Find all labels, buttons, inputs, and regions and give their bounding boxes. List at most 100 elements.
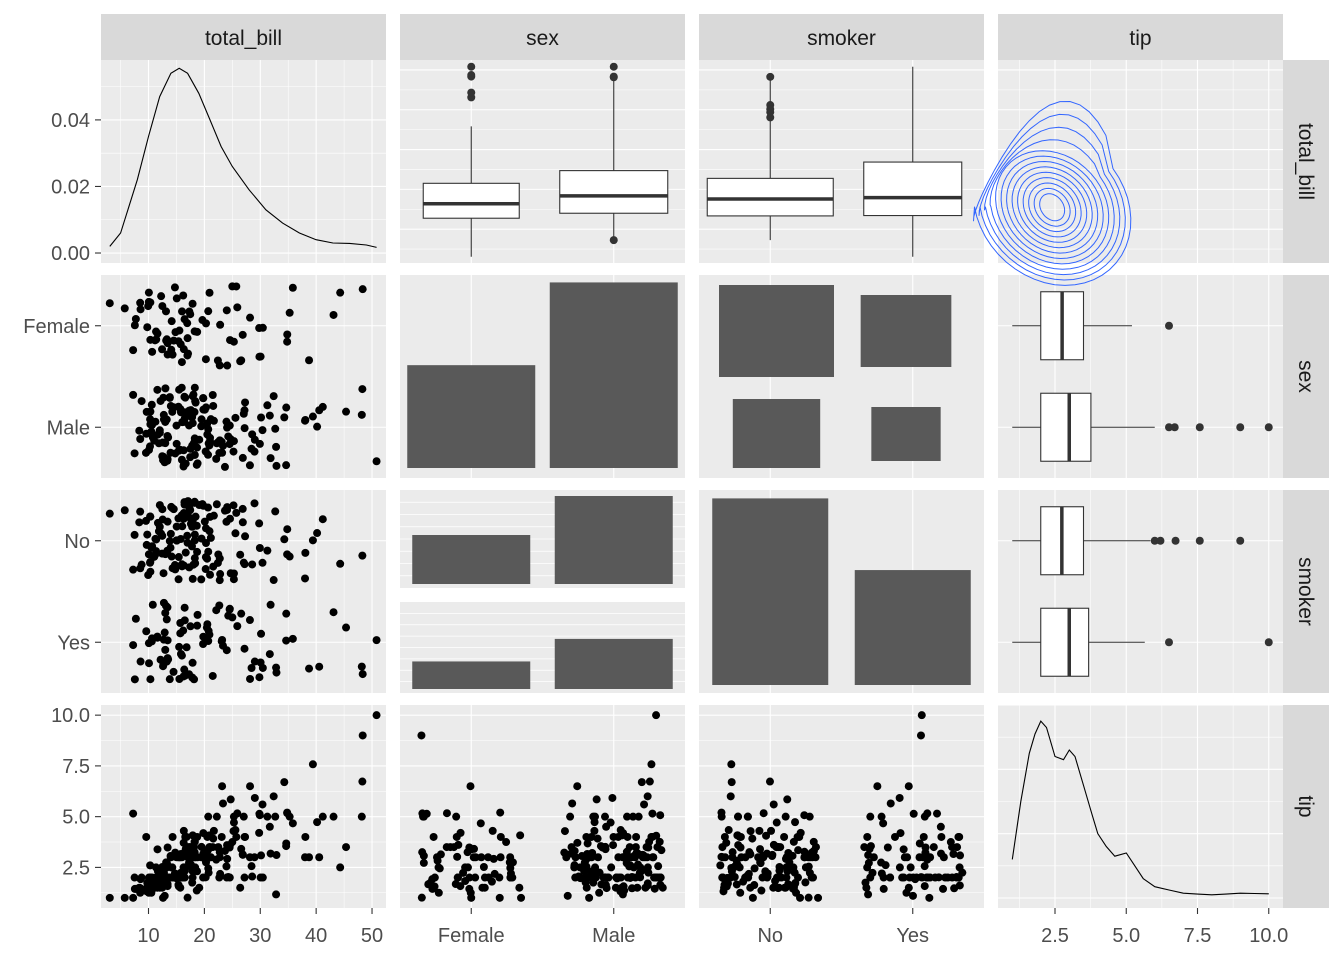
point-sex-tip bbox=[576, 863, 585, 872]
point-smoker-tip bbox=[804, 893, 813, 902]
point-total_bill-smoker bbox=[215, 576, 224, 585]
point-sex-tip bbox=[434, 888, 443, 897]
point-total_bill-sex bbox=[240, 406, 249, 415]
point-sex-tip bbox=[594, 853, 603, 862]
point-smoker-tip bbox=[915, 839, 924, 848]
point-sex-tip bbox=[496, 853, 505, 862]
point-total_bill-tip bbox=[136, 875, 145, 884]
point-total_bill-tip bbox=[166, 853, 175, 862]
point-total_bill-smoker bbox=[180, 665, 189, 674]
point-total_bill-smoker bbox=[229, 575, 238, 584]
point-total_bill-sex bbox=[105, 299, 114, 308]
point-total_bill-sex bbox=[172, 294, 181, 303]
point-total_bill-smoker bbox=[265, 650, 274, 659]
point-total_bill-sex bbox=[157, 292, 166, 301]
bar-smoker-No bbox=[712, 498, 829, 685]
point-smoker-tip bbox=[801, 878, 810, 887]
point-total_bill-sex bbox=[188, 441, 197, 450]
point-smoker-tip bbox=[750, 881, 759, 890]
point-smoker-tip bbox=[898, 873, 907, 882]
point-smoker-tip bbox=[781, 812, 790, 821]
mosaic-Yes-Female bbox=[860, 295, 952, 367]
point-smoker-tip bbox=[877, 812, 886, 821]
axes-layer: 10 20 30 40 50 Female Male No Yes 2.5 5.0 7.5 10.0 0.… bbox=[23, 110, 1288, 947]
point-total_bill-tip bbox=[222, 873, 231, 882]
point-sex-tip bbox=[428, 875, 437, 884]
point-total_bill-smoker bbox=[208, 671, 217, 680]
point-total_bill-smoker bbox=[167, 502, 176, 511]
point-total_bill-sex bbox=[272, 461, 281, 470]
point-smoker-tip bbox=[724, 826, 733, 835]
point-total_bill-tip bbox=[329, 812, 338, 821]
point-sex-tip bbox=[479, 862, 488, 871]
point-total_bill-smoker bbox=[212, 500, 221, 509]
point-total_bill-sex bbox=[191, 397, 200, 406]
point-total_bill-sex bbox=[188, 299, 197, 308]
point-total_bill-smoker bbox=[232, 508, 241, 517]
point-total_bill-smoker bbox=[165, 675, 174, 684]
point-total_bill-sex bbox=[336, 288, 345, 297]
point-total_bill-smoker bbox=[175, 642, 184, 651]
point-smoker-tip bbox=[877, 869, 886, 878]
point-smoker-tip bbox=[769, 800, 778, 809]
point-total_bill-smoker bbox=[159, 598, 168, 607]
point-smoker-tip bbox=[755, 826, 764, 835]
point-total_bill-sex bbox=[329, 310, 338, 319]
x-tick-label: 50 bbox=[361, 925, 383, 947]
point-total_bill-smoker bbox=[159, 569, 168, 578]
point-sex-tip bbox=[466, 782, 475, 791]
strip-right-total_bill bbox=[1283, 60, 1329, 263]
point-sex-tip bbox=[465, 884, 474, 893]
point-sex-tip bbox=[596, 842, 605, 851]
point-total_bill-tip bbox=[229, 818, 238, 827]
point-total_bill-smoker bbox=[188, 658, 197, 667]
point-total_bill-sex bbox=[179, 291, 188, 300]
point-total_bill-sex bbox=[357, 410, 366, 419]
point-sex-tip bbox=[656, 873, 665, 882]
point-total_bill-smoker bbox=[217, 637, 226, 646]
point-smoker-tip bbox=[908, 891, 917, 900]
point-total_bill-sex bbox=[266, 454, 275, 463]
point-total_bill-smoker bbox=[142, 627, 151, 636]
point-total_bill-sex bbox=[165, 393, 174, 402]
point-sex-tip bbox=[502, 838, 511, 847]
point-total_bill-tip bbox=[186, 853, 195, 862]
point-total_bill-tip bbox=[202, 853, 211, 862]
point-total_bill-tip bbox=[282, 839, 291, 848]
point-total_bill-tip bbox=[272, 890, 281, 899]
point-total_bill-sex bbox=[175, 385, 184, 394]
point-sex-tip bbox=[585, 853, 594, 862]
outlier-point bbox=[1195, 536, 1204, 545]
point-total_bill-sex bbox=[177, 455, 186, 464]
point-total_bill-smoker bbox=[229, 501, 238, 510]
point-total_bill-sex bbox=[283, 330, 292, 339]
point-total_bill-tip bbox=[240, 873, 249, 882]
point-smoker-tip bbox=[902, 888, 911, 897]
point-smoker-tip bbox=[886, 873, 895, 882]
box-iqr bbox=[706, 177, 834, 217]
point-total_bill-tip bbox=[192, 886, 201, 895]
point-smoker-tip bbox=[956, 851, 965, 860]
outlier-point bbox=[1264, 638, 1273, 647]
x-tick-label: 5.0 bbox=[1112, 925, 1140, 947]
strip-right-label: tip bbox=[1294, 795, 1317, 817]
point-total_bill-tip bbox=[218, 799, 227, 808]
point-total_bill-sex bbox=[201, 447, 210, 456]
point-total_bill-tip bbox=[272, 851, 281, 860]
strips-layer: total_bill sex smoker tiptotal_billsexsmoke… bbox=[101, 14, 1329, 908]
point-total_bill-sex bbox=[158, 345, 167, 354]
point-sex-tip bbox=[628, 872, 637, 881]
point-total_bill-tip bbox=[283, 809, 292, 818]
point-total_bill-tip bbox=[256, 873, 265, 882]
point-smoker-tip bbox=[780, 832, 789, 841]
point-total_bill-smoker bbox=[163, 517, 172, 526]
point-sex-tip bbox=[461, 863, 470, 872]
point-sex-tip bbox=[592, 795, 601, 804]
point-total_bill-smoker bbox=[144, 550, 153, 559]
point-total_bill-smoker bbox=[136, 507, 145, 516]
point-sex-tip bbox=[647, 832, 656, 841]
point-smoker-tip bbox=[743, 812, 752, 821]
point-total_bill-sex bbox=[129, 346, 138, 355]
point-total_bill-smoker bbox=[146, 512, 155, 521]
point-total_bill-sex bbox=[186, 310, 195, 319]
